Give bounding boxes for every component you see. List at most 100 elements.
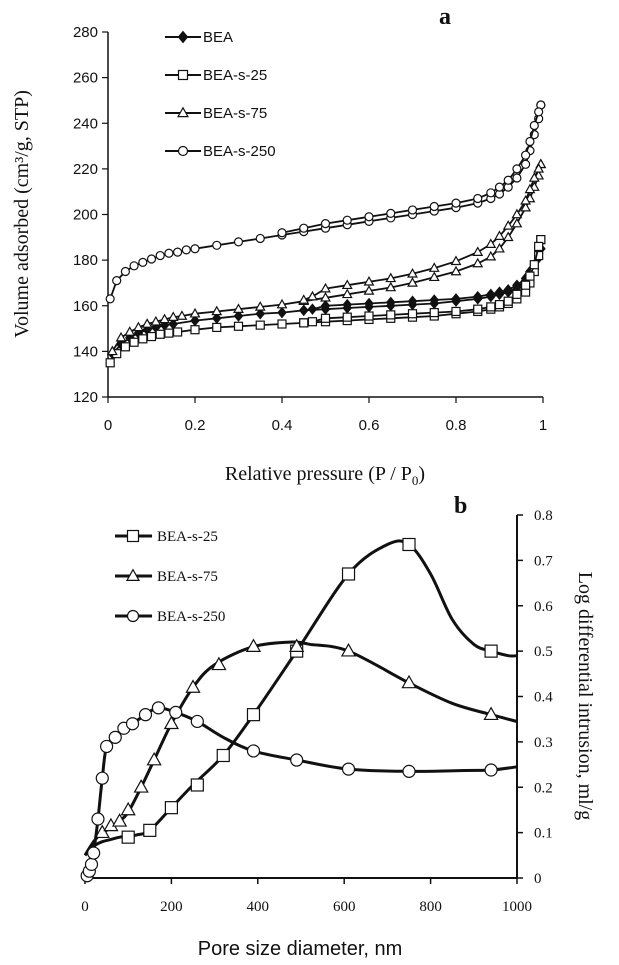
chart-a-panel-label: a bbox=[439, 4, 451, 30]
chart-a-data-point bbox=[255, 233, 265, 244]
chart-a-data-point bbox=[124, 326, 136, 336]
chart-a-data-point bbox=[524, 183, 536, 194]
chart-b-legend-label: BEA-s-25 bbox=[157, 529, 218, 545]
chart-a-data-point bbox=[534, 250, 544, 261]
chart-b-x-tick-label: 800 bbox=[419, 899, 442, 915]
chart-a-y-tick-label: 240 bbox=[73, 115, 98, 132]
chart-b-series-line bbox=[83, 539, 518, 857]
chart-a-y-tick-label: 140 bbox=[73, 343, 98, 360]
chart-a-data-point bbox=[233, 310, 244, 322]
chart-b-panel-label: b bbox=[454, 493, 467, 519]
chart-a-data-point bbox=[451, 293, 461, 305]
chart-b-data-point bbox=[402, 537, 416, 552]
chart-a-data-point bbox=[503, 296, 513, 306]
chart-a-data-point bbox=[298, 304, 309, 317]
chart-a-data-point bbox=[511, 208, 523, 219]
chart-b-data-point bbox=[402, 764, 416, 778]
chart-a-legend-marker bbox=[177, 30, 189, 44]
chart-a-data-point bbox=[181, 245, 191, 255]
chart-a-data-point bbox=[176, 310, 188, 320]
chart-a-data-point bbox=[173, 327, 183, 337]
chart-a-legend-label: BEA-s-250 bbox=[203, 143, 276, 160]
chart-a-data-point bbox=[429, 201, 439, 212]
chart-b-data-point bbox=[484, 763, 498, 777]
chart-b-data-point bbox=[146, 751, 162, 766]
chart-a-data-point bbox=[133, 321, 144, 332]
chart-a-data-point bbox=[190, 325, 200, 335]
chart-a-data-point bbox=[363, 285, 375, 295]
chart-a-data-point bbox=[529, 260, 539, 270]
chart-a-y-ticks: 120 140 160 180 200 220 240 260 280 bbox=[73, 24, 108, 406]
chart-b-series-bea-s-25 bbox=[83, 537, 518, 857]
chart-a-data-point bbox=[407, 267, 418, 278]
chart-a-data-point bbox=[485, 250, 497, 261]
chart-b-y-axis-title: Log differential intrusion, ml/g bbox=[574, 572, 596, 820]
chart-a-data-point bbox=[254, 301, 266, 311]
chart-a-data-point bbox=[472, 257, 484, 268]
chart-a-data-point bbox=[486, 188, 496, 198]
chart-b-data-point bbox=[151, 701, 166, 715]
chart-a-data-point bbox=[451, 306, 461, 317]
chart-a-data-point bbox=[276, 298, 288, 309]
chart-a-data-point bbox=[494, 182, 505, 192]
chart-a-data-point bbox=[150, 315, 162, 326]
chart-a-data-point bbox=[307, 290, 318, 301]
chart-a-data-point bbox=[364, 212, 374, 222]
chart-a-x-tick-label: 0.6 bbox=[359, 417, 380, 434]
chart-a-data-point bbox=[528, 172, 540, 182]
chart-b-data-point bbox=[121, 830, 135, 844]
chart-a-data-point bbox=[494, 286, 505, 298]
chart-b-data-point bbox=[95, 771, 109, 785]
chart-b-data-point bbox=[245, 638, 262, 652]
chart-a-data-point bbox=[307, 317, 318, 327]
chart-b-data-point bbox=[111, 813, 128, 827]
chart-b-data-point bbox=[108, 730, 122, 744]
chart-a-data-point bbox=[277, 228, 287, 238]
chart-a-data-point bbox=[320, 219, 331, 229]
chart-b-y-tick-label: 0.3 bbox=[534, 735, 553, 751]
chart-a-data-point bbox=[429, 307, 439, 318]
chart-a-data-point bbox=[407, 295, 418, 307]
chart-a-series-bea-s-250 bbox=[105, 100, 546, 304]
chart-b-y-tick-label: 0.1 bbox=[534, 826, 553, 842]
chart-a-data-point bbox=[155, 329, 165, 339]
chart-a-data-point bbox=[450, 265, 462, 276]
chart-b-data-point bbox=[169, 705, 183, 719]
chart-a-data-point bbox=[503, 284, 513, 296]
chart-b-y-tick-label: 0.5 bbox=[534, 644, 553, 660]
chart-a-data-point bbox=[385, 296, 396, 309]
chart-b-x-tick-label: 0 bbox=[81, 899, 89, 915]
chart-b-x-tick-label: 600 bbox=[333, 899, 356, 915]
chart-b-data-point bbox=[246, 744, 261, 758]
chart-a-data-point bbox=[486, 288, 496, 301]
chart-a-y-axis-title: Volume adsorbed (cm³/g, STP) bbox=[11, 90, 33, 338]
chart-b-y-tick-label: 0 bbox=[534, 871, 542, 887]
chart-b-legend-marker bbox=[125, 568, 141, 582]
chart-b-series-line bbox=[83, 706, 518, 880]
chart-a-data-point bbox=[363, 275, 375, 286]
chart-b-data-point bbox=[340, 643, 357, 657]
chart-a-data-point bbox=[146, 254, 157, 264]
chart-a-data-point bbox=[255, 320, 265, 330]
chart-a-data-point bbox=[233, 303, 244, 313]
chart-a-data-point bbox=[159, 313, 170, 324]
chart-a-data-point bbox=[407, 277, 418, 287]
chart-a-data-point bbox=[407, 205, 418, 215]
chart-a-legend-label: BEA-s-25 bbox=[203, 67, 267, 84]
chart-a-data-point bbox=[167, 311, 179, 321]
chart-a-data-point bbox=[486, 302, 496, 312]
chart-b-x-axis-title: Pore size diameter, nm bbox=[198, 938, 403, 960]
chart-b-data-point bbox=[84, 857, 99, 871]
chart-a-data-point bbox=[385, 281, 397, 292]
chart-a-data-point bbox=[212, 322, 222, 333]
chart-a-data-point bbox=[277, 319, 287, 329]
chart-b-y-tick-label: 0.8 bbox=[534, 508, 553, 524]
chart-a-data-point bbox=[494, 230, 505, 240]
chart-b-legend-marker bbox=[126, 529, 140, 543]
chart-b-data-point bbox=[138, 708, 153, 722]
chart-a-data-point bbox=[364, 311, 374, 321]
chart-a-x-tick-label: 0.8 bbox=[446, 417, 467, 434]
chart-a-data-point bbox=[428, 262, 440, 272]
chart-a-y-tick-label: 180 bbox=[73, 252, 98, 269]
